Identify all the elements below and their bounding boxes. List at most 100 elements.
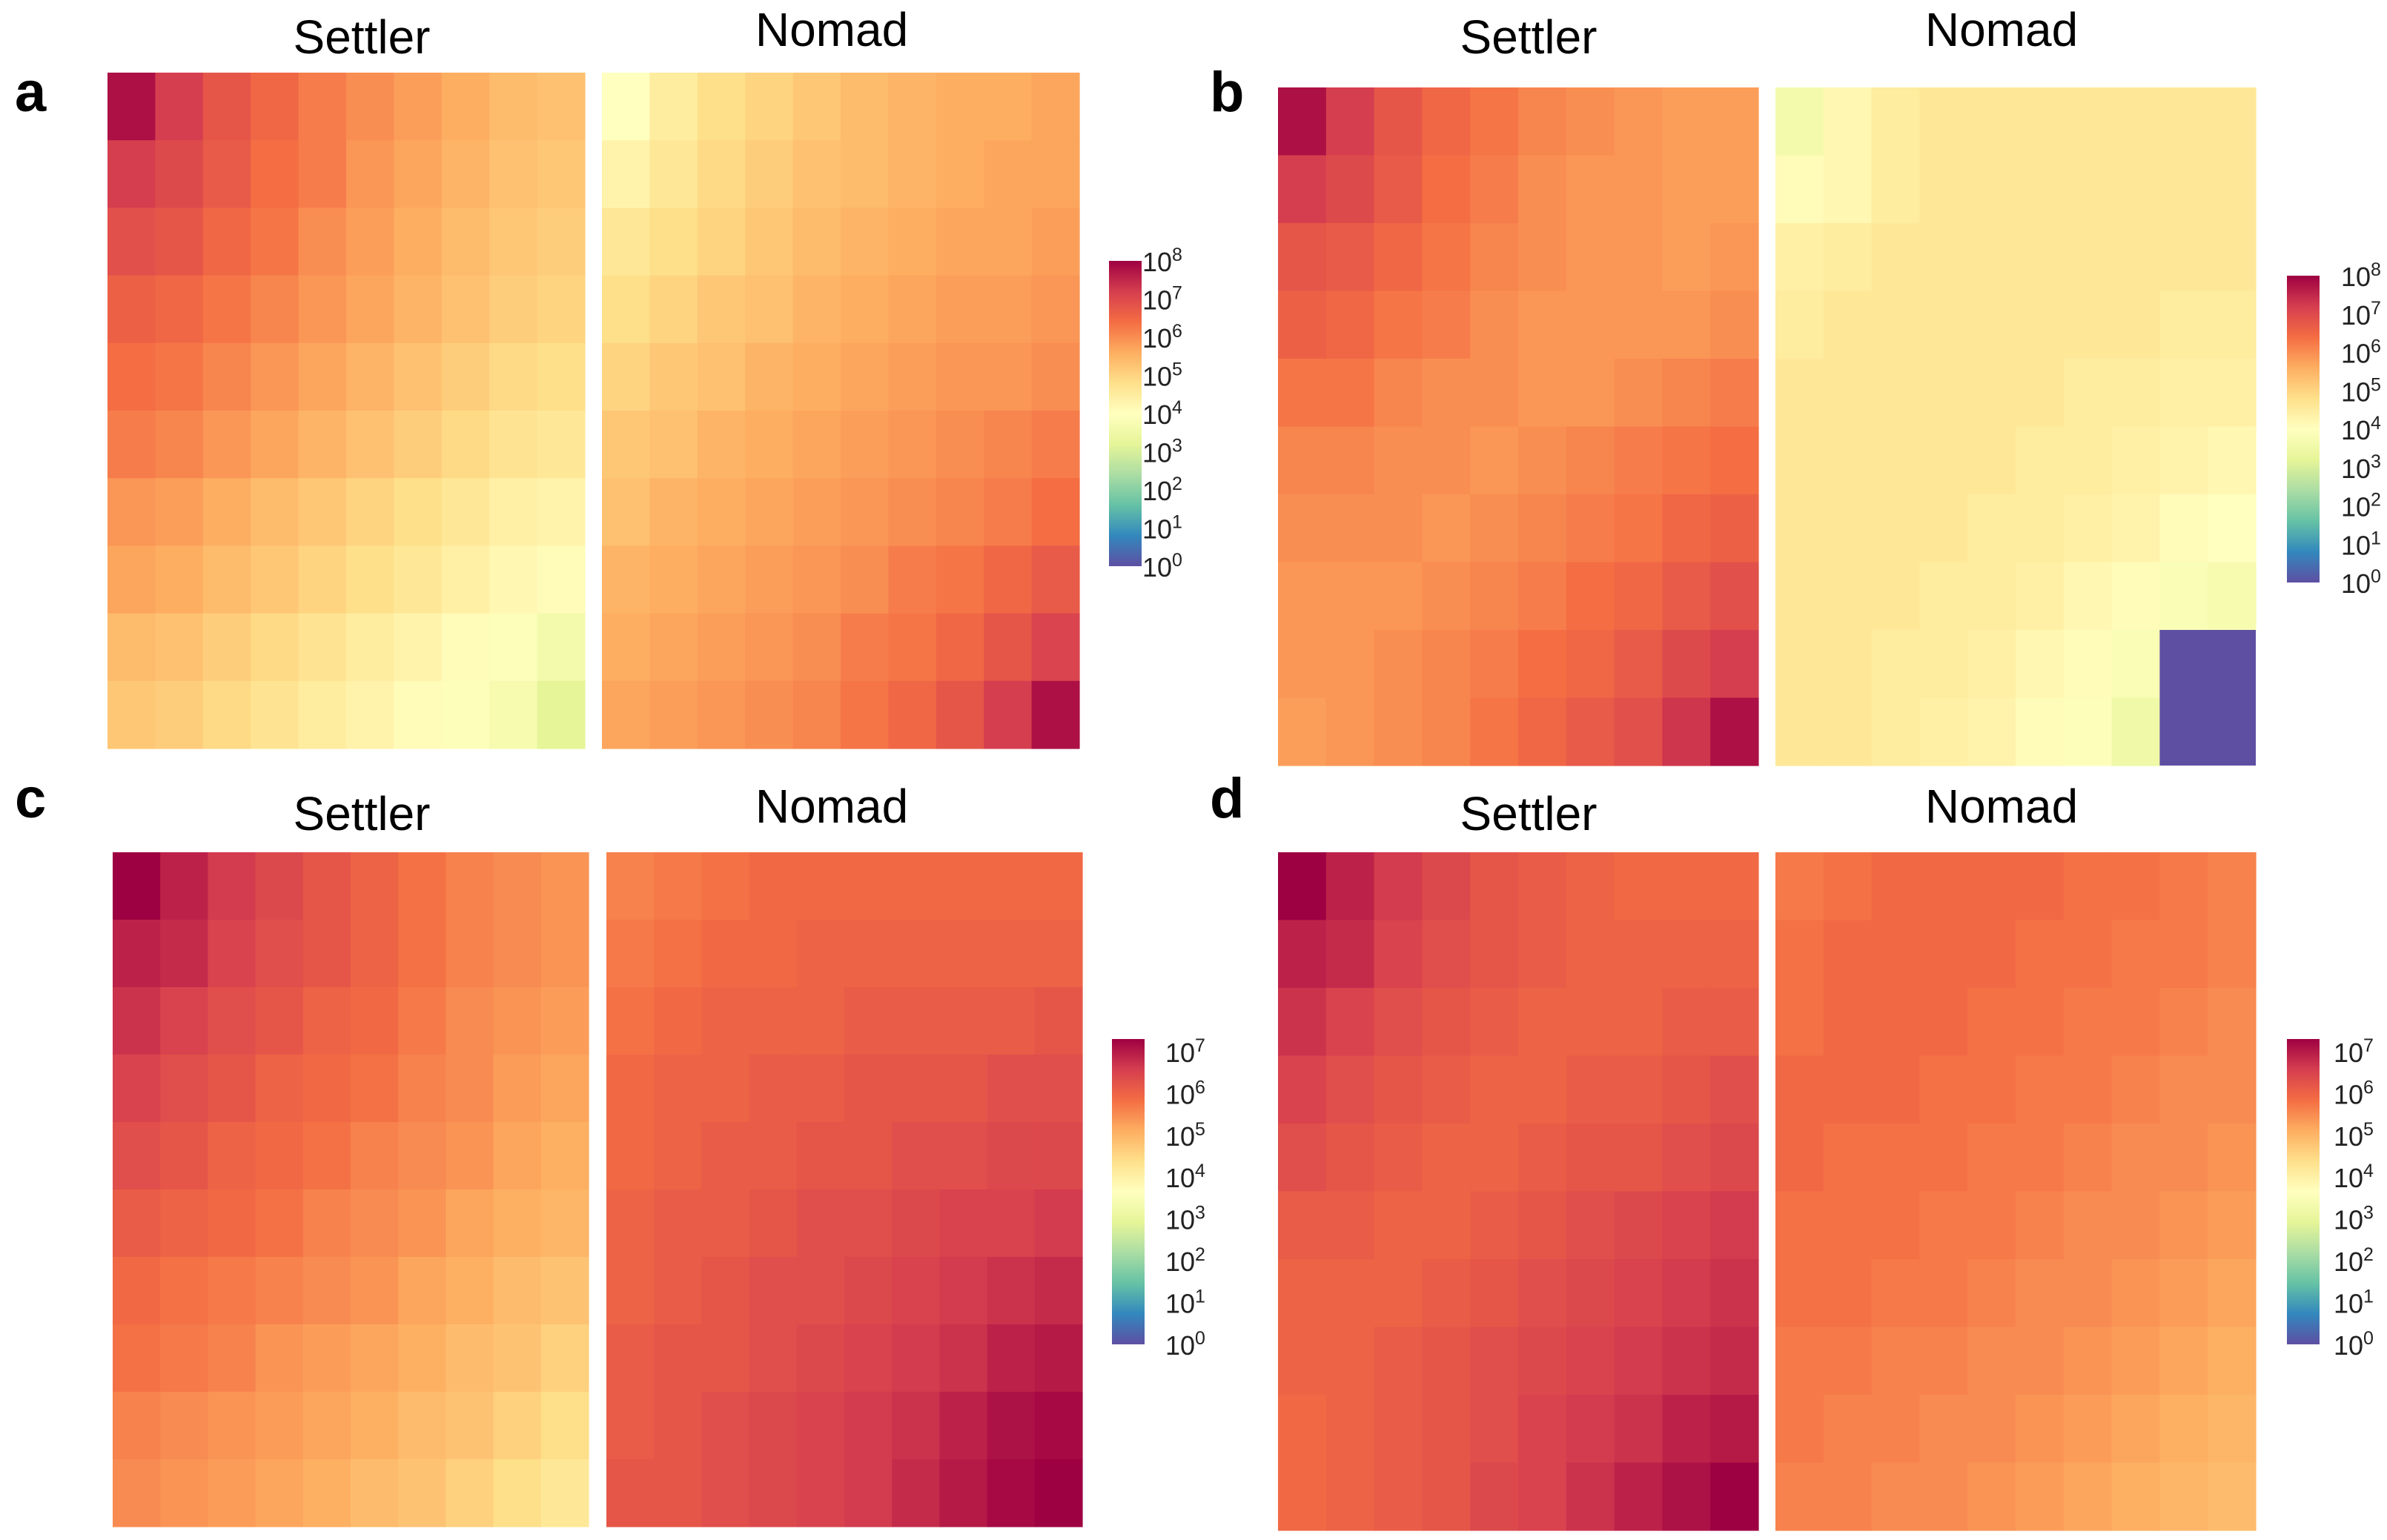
heatmap-cell	[493, 852, 542, 920]
heatmap-cell	[1775, 1327, 1824, 1395]
heatmap-cell	[441, 275, 490, 344]
heatmap-cell	[1325, 1395, 1375, 1464]
heatmap-cell	[489, 208, 538, 276]
heatmap-cell	[841, 73, 889, 141]
heatmap-cell	[398, 1257, 446, 1325]
heatmap-cell	[1775, 223, 1824, 292]
heatmap-cell	[984, 73, 1033, 141]
heatmap-cell	[2159, 1191, 2208, 1260]
heatmap-cell	[540, 987, 589, 1055]
heatmap-cell	[602, 680, 650, 749]
heatmap-cell	[749, 852, 798, 920]
heatmap-cell	[1614, 630, 1663, 699]
heatmap-cell	[1422, 359, 1471, 428]
heatmap-cell	[113, 852, 161, 920]
heatmap-cell	[1871, 155, 1920, 224]
heatmap-cell	[2159, 1124, 2208, 1192]
heatmap-cell	[2016, 223, 2065, 292]
heatmap-cell	[1614, 155, 1663, 224]
heatmap-cell	[351, 1122, 399, 1190]
heatmap-cell	[107, 411, 156, 479]
heatmap-cell	[1775, 1462, 1824, 1531]
heatmap-cell	[107, 275, 156, 344]
heatmap-cell	[1775, 697, 1824, 766]
heatmap-cell	[2111, 291, 2160, 359]
heatmap-cell	[160, 987, 208, 1055]
heatmap-cell	[939, 1122, 988, 1190]
colorbar-tick-label: 107	[2334, 1035, 2374, 1068]
heatmap-cell	[446, 852, 494, 920]
heatmap-cell	[2159, 291, 2208, 359]
heatmap-cell	[1034, 1055, 1083, 1123]
heatmap-cell	[936, 411, 984, 479]
heatmap-cell	[537, 140, 586, 208]
heatmap-cell	[493, 1257, 542, 1325]
heatmap-cell	[749, 1257, 798, 1325]
heatmap-cell	[1710, 87, 1759, 156]
heatmap-cell	[2208, 1055, 2257, 1124]
heatmap-cell	[394, 478, 443, 546]
heatmap-cell	[1422, 562, 1471, 631]
heatmap-cell	[1710, 1259, 1759, 1328]
heatmap-cell	[2111, 852, 2160, 921]
heatmap-cell	[1031, 342, 1080, 411]
colorbar: 100 101 102 103 104 105 106 107 108	[2287, 259, 2381, 599]
heatmap-cell	[1823, 1124, 1873, 1192]
heatmap-cell	[1031, 275, 1080, 344]
heatmap-cell	[1566, 1327, 1615, 1395]
panel-d: d Settler Nomad 100 101 102 103 104 105 106 107	[1210, 767, 2374, 1531]
heatmap-cell	[537, 545, 586, 614]
heatmap-cell	[2016, 920, 2065, 989]
heatmap-cell	[160, 1324, 208, 1393]
heatmap-cell	[1967, 359, 2016, 428]
heatmap-cell	[2208, 223, 2257, 292]
heatmap-cell	[2159, 426, 2208, 495]
heatmap-cell	[346, 140, 394, 208]
heatmap-cell	[2208, 988, 2257, 1057]
heatmap-cell	[1031, 73, 1080, 141]
heatmap-cell	[2208, 1395, 2257, 1464]
heatmap-cell	[2016, 988, 2065, 1057]
heatmap-cell	[1614, 1462, 1663, 1531]
heatmap-cell	[796, 987, 845, 1055]
settler-title: Settler	[1460, 10, 1598, 64]
heatmap-cell	[697, 411, 746, 479]
heatmap-cell	[298, 478, 347, 546]
heatmap-cell	[1278, 223, 1327, 292]
heatmap-cell	[2111, 1327, 2160, 1395]
heatmap-cell	[208, 1459, 256, 1527]
nomad-heatmap	[1775, 852, 2257, 1531]
heatmap-cell	[987, 1122, 1036, 1190]
heatmap-cell	[844, 987, 893, 1055]
heatmap-cell	[113, 987, 161, 1055]
heatmap-cell	[1967, 155, 2016, 224]
heatmap-cell	[1422, 223, 1471, 292]
heatmap-cell	[1710, 988, 1759, 1057]
heatmap-cell	[1034, 1122, 1083, 1190]
heatmap-cell	[1422, 852, 1471, 921]
heatmap-cell	[1278, 1259, 1327, 1328]
heatmap-cell	[1422, 1462, 1471, 1531]
heatmap-cell	[939, 852, 988, 920]
heatmap-cell	[1967, 920, 2016, 989]
heatmap-cell	[1566, 1055, 1615, 1124]
heatmap-cell	[1374, 852, 1423, 921]
heatmap-cell	[160, 852, 208, 920]
heatmap-cell	[697, 613, 746, 682]
heatmap-cell	[701, 1324, 750, 1393]
heatmap-cell	[1919, 697, 1968, 766]
colorbar-tick-label: 104	[1142, 397, 1182, 430]
heatmap-cell	[2208, 155, 2257, 224]
heatmap-cell	[1775, 562, 1824, 631]
heatmap-cell	[1662, 1055, 1711, 1124]
heatmap-cell	[654, 987, 702, 1055]
heatmap-cell	[1325, 1055, 1375, 1124]
heatmap-cell	[936, 73, 984, 141]
heatmap-cell	[745, 680, 794, 749]
heatmap-cell	[1823, 494, 1873, 563]
heatmap-cell	[1662, 1259, 1711, 1328]
heatmap-cell	[792, 208, 841, 276]
heatmap-cell	[1823, 988, 1873, 1057]
heatmap-cell	[1871, 494, 1920, 563]
heatmap-cell	[796, 1122, 845, 1190]
